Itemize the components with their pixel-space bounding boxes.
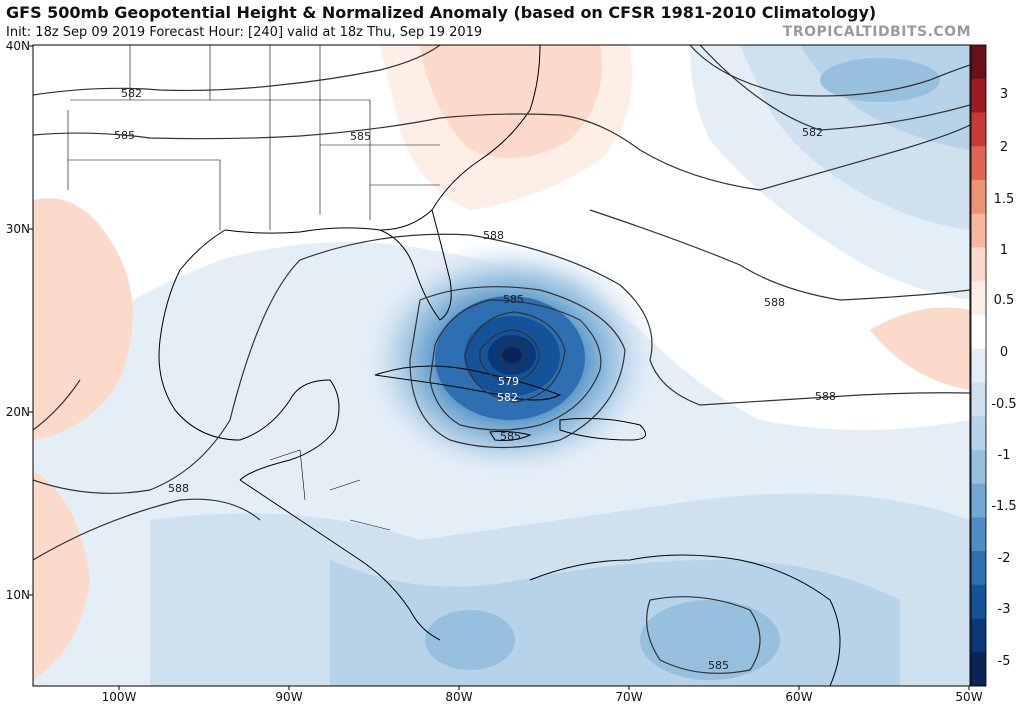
height-contours [33,45,970,674]
plot-frame [32,44,971,687]
colorbar-swatch [971,314,986,350]
lat-label: 20N [5,405,30,419]
colorbar-swatch [971,146,986,181]
contour-label: 582 [497,391,518,404]
contour-label: 585 [114,129,135,142]
colorbar-swatch [971,348,986,383]
colorbar-label: 2 [999,140,1009,155]
contour-label: 588 [764,296,785,309]
contour-label: 588 [483,229,504,242]
contour-label: 588 [815,390,836,403]
colorbar-label: -1.5 [991,499,1017,514]
colorbar-swatch [971,584,986,620]
contour-labels: 582 585 585 582 588 588 588 585 579 582 … [114,87,836,672]
colorbar-label: -1 [997,448,1011,463]
anomaly-shading [33,45,970,686]
colorbar-swatch [971,281,986,316]
contour-label: 585 [350,130,371,143]
lon-label: 100W [101,690,137,704]
lon-label: 50W [955,690,983,704]
colorbar-swatch [971,382,986,417]
run-info: Init: 18z Sep 09 2019 Forecast Hour: [24… [6,25,483,40]
colorbar-swatch [971,618,986,653]
colorbar-frame [970,44,987,687]
source-credit: TROPICALTIDBITS.COM [782,24,971,40]
colorbar-swatch [971,652,986,687]
contour-label: 582 [121,87,142,100]
colorbar-swatch [971,45,986,80]
colorbar-label: 3 [999,87,1009,102]
lat-label: 10N [5,588,30,602]
colorbar-swatch [971,179,986,215]
lon-label: 90W [275,690,303,704]
colorbar-label: 0.5 [993,293,1015,308]
lon-label: 80W [445,690,473,704]
colorbar-label: -5 [997,654,1011,669]
lon-label: 70W [615,690,643,704]
colorbar-swatch [971,517,986,552]
lat-label: 30N [5,222,30,236]
contour-label: 585 [500,430,521,443]
colorbar-swatch [971,78,986,113]
colorbar-label: 1 [999,243,1009,258]
colorbar-label: -2 [997,551,1011,566]
colorbar-swatch [971,483,986,518]
colorbar-swatch [971,247,986,282]
lat-label: 40N [5,39,30,53]
colorbar-swatch [971,213,986,248]
contour-label: 588 [168,482,189,495]
colorbar-label: 1.5 [993,192,1015,207]
colorbar-label: -0.5 [991,397,1017,412]
colorbar-label: -3 [997,602,1011,617]
colorbar-label: 0 [999,345,1009,360]
contour-label: 582 [802,126,823,139]
borders [67,45,440,531]
chart-title: GFS 500mb Geopotential Height & Normaliz… [6,3,877,22]
colorbar-swatch [971,112,986,147]
contour-label: 585 [503,293,524,306]
plot-area: 582 585 585 582 588 588 588 585 579 582 … [33,45,970,686]
lon-label: 60W [785,690,813,704]
colorbar-swatch [971,416,986,451]
colorbar-swatch [971,551,986,586]
colorbar [971,45,986,687]
axis-ticks [29,45,970,690]
colorbar-swatch [971,449,986,485]
contour-label: 579 [498,375,519,388]
contour-label: 585 [708,659,729,672]
